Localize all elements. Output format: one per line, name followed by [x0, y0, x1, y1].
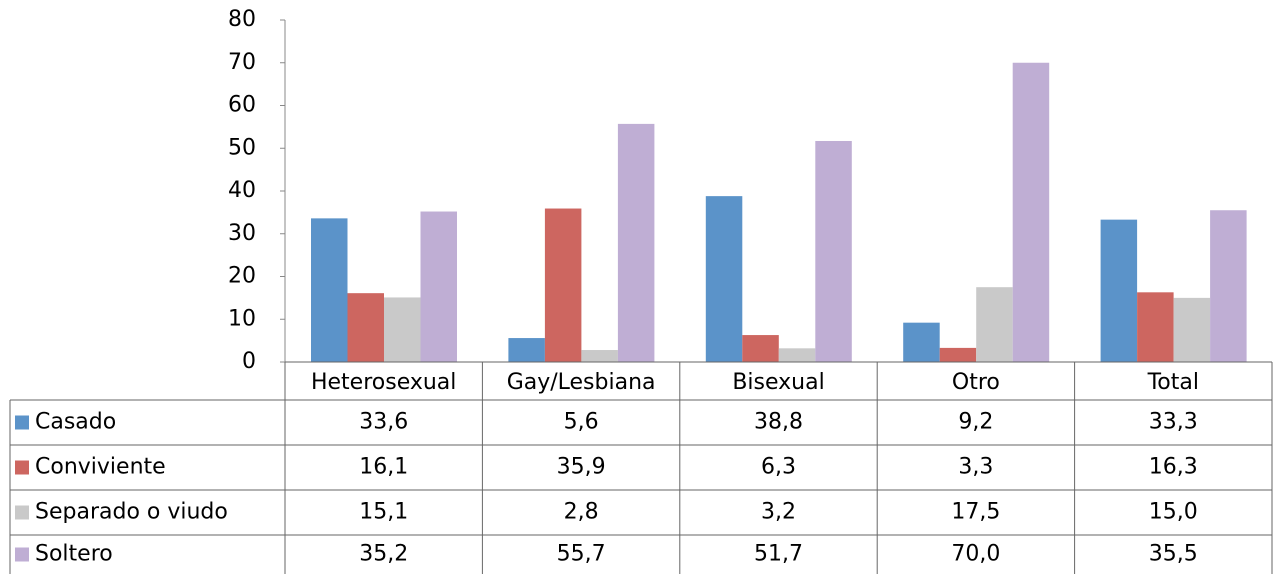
bar [705, 196, 743, 362]
x-tick-label: Gay/Lesbiana [507, 370, 656, 395]
y-tick-label: 0 [242, 349, 256, 374]
table-cell: 38,8 [754, 410, 803, 435]
bar [544, 208, 582, 362]
table-cell: 51,7 [754, 542, 803, 567]
y-tick-label: 40 [228, 178, 256, 203]
table-cell: 16,3 [1149, 455, 1198, 480]
table-cell: 55,7 [557, 542, 606, 567]
table-cell: 35,2 [359, 542, 408, 567]
bar [508, 338, 545, 362]
legend-swatch [15, 505, 29, 520]
table-cell: 2,8 [564, 500, 599, 525]
table-cell: 6,3 [761, 455, 796, 480]
bar [1173, 297, 1211, 362]
bar [1100, 219, 1138, 362]
table-cell: 3,2 [761, 500, 796, 525]
table-cell: 35,5 [1149, 542, 1198, 567]
x-tick-label: Otro [952, 370, 1000, 395]
y-tick-label: 20 [228, 264, 256, 289]
bar [903, 322, 940, 362]
table-cell: 17,5 [951, 500, 1000, 525]
table-cell: 9,2 [958, 410, 993, 435]
table-cell: 3,3 [958, 455, 993, 480]
legend-swatch [15, 415, 29, 430]
table-cell: 5,6 [564, 410, 599, 435]
bar [384, 297, 421, 362]
y-tick-label: 60 [228, 93, 256, 118]
y-tick-label: 50 [228, 135, 256, 160]
bar [742, 335, 779, 362]
table-cell: 70,0 [951, 542, 1000, 567]
table-cell: 15,1 [359, 500, 408, 525]
bar [311, 218, 348, 362]
bar [976, 287, 1013, 362]
bar [420, 211, 457, 362]
x-tick-label: Total [1147, 370, 1199, 395]
table-cell: 16,1 [359, 455, 408, 480]
legend-label: Casado [35, 410, 116, 435]
bar [815, 140, 852, 362]
legend-label: Conviviente [35, 455, 166, 480]
legend-swatch [15, 547, 29, 562]
table-cell: 33,3 [1149, 410, 1198, 435]
y-tick-label: 30 [228, 221, 256, 246]
table-cell: 33,6 [359, 410, 408, 435]
x-tick-label: Bisexual [732, 370, 824, 395]
bar [1012, 62, 1050, 362]
bar [778, 348, 816, 362]
y-tick-label: 10 [228, 306, 256, 331]
bar [617, 123, 655, 362]
legend-label: Soltero [35, 542, 113, 567]
y-tick-label: 70 [228, 50, 256, 75]
bar [1137, 292, 1174, 362]
bar [1210, 210, 1247, 362]
legend-swatch [15, 460, 29, 475]
bar [581, 350, 618, 362]
bar [939, 347, 977, 362]
legend-label: Separado o viudo [35, 500, 228, 525]
y-tick-label: 80 [228, 7, 256, 32]
table-cell: 35,9 [557, 455, 606, 480]
table-cell: 15,0 [1149, 500, 1198, 525]
x-tick-label: Heterosexual [311, 370, 456, 395]
bar [347, 293, 384, 362]
